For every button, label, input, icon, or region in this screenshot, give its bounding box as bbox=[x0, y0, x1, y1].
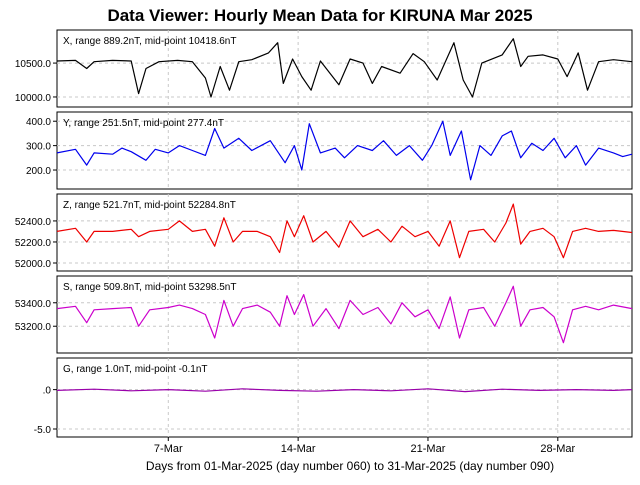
y-tick-label: 10000.0 bbox=[15, 93, 52, 104]
panels: 10000.0 10500.0 X, range 889.2nT, mid-poin… bbox=[15, 29, 633, 438]
panel-frame bbox=[56, 357, 633, 438]
panel-label: S, range 509.8nT, mid-point 53298.5nT bbox=[63, 282, 236, 293]
y-tick-label: 400.0 bbox=[26, 117, 51, 128]
panel-label: X, range 889.2nT, mid-point 10418.6nT bbox=[63, 36, 236, 47]
y-tick-label: 52200.0 bbox=[15, 238, 52, 249]
y-tick-label: 10500.0 bbox=[15, 59, 52, 70]
y-tick-label: -5.0 bbox=[34, 425, 52, 436]
panel-x: 10000.0 10500.0 X, range 889.2nT, mid-poin… bbox=[15, 29, 633, 108]
panel-label: G, range 1.0nT, mid-point -0.1nT bbox=[63, 364, 208, 375]
x-axis: 7-Mar 14-Mar 21-Mar 28-Mar bbox=[154, 437, 576, 455]
x-tick-label: 14-Mar bbox=[281, 443, 316, 455]
panel-g: .0 -5.0 G, range 1.0nT, mid-point -0.1nT bbox=[34, 357, 633, 438]
y-tick-label: 52000.0 bbox=[15, 259, 52, 270]
panel-label: Z, range 521.7nT, mid-point 52284.8nT bbox=[63, 200, 236, 211]
y-tick-label: 53400.0 bbox=[15, 299, 52, 310]
panel-label: Y, range 251.5nT, mid-point 277.4nT bbox=[63, 118, 224, 129]
chart-title: Data Viewer: Hourly Mean Data for KIRUNA… bbox=[107, 6, 532, 25]
x-tick-label: 21-Mar bbox=[411, 443, 446, 455]
series-line-x bbox=[56, 38, 633, 98]
series-line-y bbox=[56, 120, 633, 181]
panel-s: 53200.0 53400.0 S, range 509.8nT, mid-poin… bbox=[15, 275, 633, 354]
panel-z: 52000.0 52200.0 52400.0 Z, range 521.7nT, m… bbox=[15, 193, 633, 272]
y-tick-label: 53200.0 bbox=[15, 322, 52, 333]
y-tick-label: 300.0 bbox=[26, 142, 51, 153]
x-axis-label: Days from 01-Mar-2025 (day number 060) t… bbox=[146, 459, 554, 473]
y-tick-label: 200.0 bbox=[26, 166, 51, 177]
series-line-s bbox=[56, 285, 633, 344]
panel-frame bbox=[56, 29, 633, 108]
x-tick-label: 28-Mar bbox=[540, 443, 575, 455]
panel-frame bbox=[56, 111, 633, 190]
series-line-z bbox=[56, 203, 633, 259]
panel-y: 200.0 300.0 400.0 Y, range 251.5nT, mid-poi… bbox=[26, 111, 633, 190]
y-tick-label: .0 bbox=[43, 386, 52, 397]
x-tick-label: 7-Mar bbox=[154, 443, 183, 455]
y-tick-label: 52400.0 bbox=[15, 217, 52, 228]
series-line-g bbox=[56, 388, 633, 393]
